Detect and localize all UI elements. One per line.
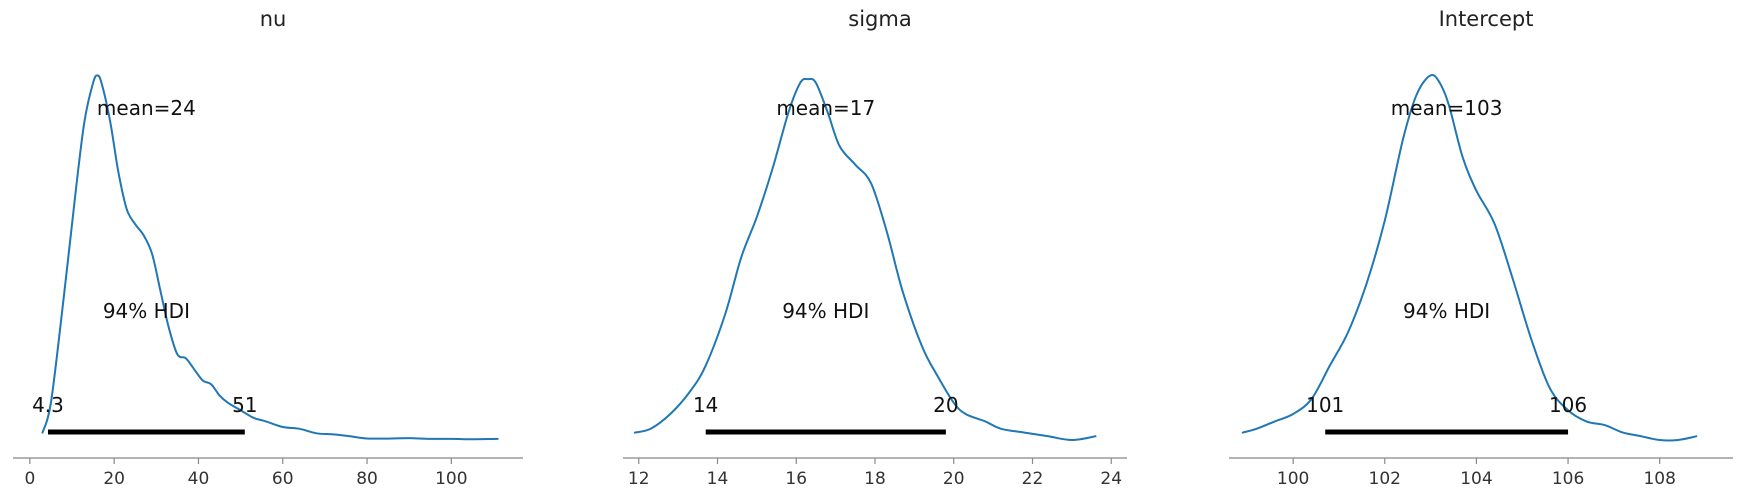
x-tick-label: 40 (188, 469, 210, 489)
x-tick-label: 24 (1100, 469, 1122, 489)
x-tick-label: 108 (1643, 469, 1675, 489)
x-tick-label: 18 (864, 469, 886, 489)
x-tick-label: 22 (1022, 469, 1044, 489)
x-tick-label: 20 (103, 469, 125, 489)
density-curve (633, 77, 1097, 441)
x-tick-label: 100 (1277, 469, 1309, 489)
hdi-label: 94% HDI (103, 299, 190, 323)
hdi-label: 94% HDI (782, 299, 869, 323)
panel-title: Intercept (1439, 7, 1534, 31)
panel-nu: nu 0 20 40 60 80 100 4.3 51 94% HDI mean=24 (13, 7, 523, 489)
panel-sigma: sigma 12 14 16 18 20 22 24 14 20 94% HDI mean=17 (623, 7, 1127, 489)
hdi-low-label: 4.3 (32, 393, 64, 417)
density-curve (1241, 74, 1698, 442)
panel-title: nu (260, 7, 287, 31)
x-tick-label: 80 (356, 469, 378, 489)
x-tick-label: 14 (707, 469, 729, 489)
hdi-high-label: 20 (933, 393, 958, 417)
hdi-high-label: 51 (232, 393, 257, 417)
mean-label: mean=103 (1391, 96, 1503, 120)
x-tick-label: 12 (628, 469, 650, 489)
x-tick-label: 106 (1552, 469, 1584, 489)
panel-title: sigma (848, 7, 911, 31)
mean-label: mean=17 (776, 96, 875, 120)
x-tick-label: 102 (1369, 469, 1401, 489)
hdi-label: 94% HDI (1403, 299, 1490, 323)
hdi-low-label: 14 (693, 393, 718, 417)
x-tick-label: 100 (435, 469, 467, 489)
panel-intercept: Intercept 100 102 104 106 108 101 106 94% HDI mea… (1229, 7, 1733, 489)
x-tick-label: 20 (943, 469, 965, 489)
x-tick-label: 0 (24, 469, 35, 489)
x-tick-label: 104 (1460, 469, 1492, 489)
x-tick-label: 60 (272, 469, 294, 489)
hdi-low-label: 101 (1306, 393, 1344, 417)
density-curve (41, 74, 499, 441)
mean-label: mean=24 (97, 96, 196, 120)
hdi-high-label: 106 (1549, 393, 1587, 417)
x-tick-label: 16 (785, 469, 807, 489)
